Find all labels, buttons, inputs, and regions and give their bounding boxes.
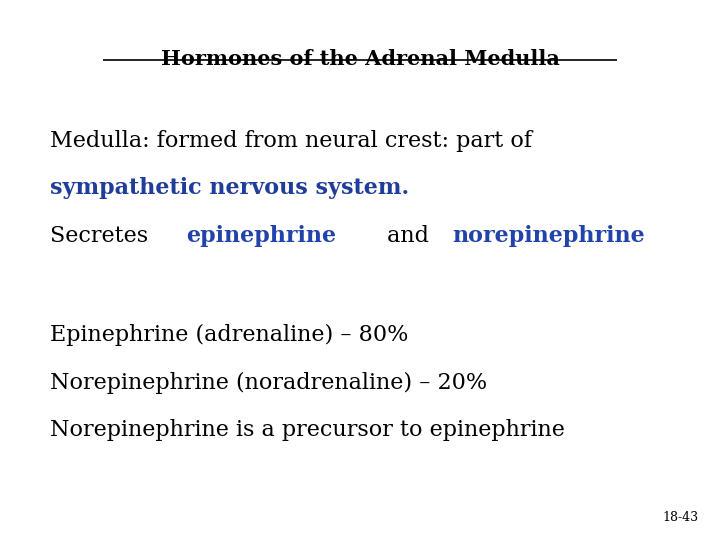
Text: and: and bbox=[380, 225, 436, 247]
Text: Norepinephrine is a precursor to epinephrine: Norepinephrine is a precursor to epineph… bbox=[50, 419, 565, 441]
Text: sympathetic nervous system.: sympathetic nervous system. bbox=[50, 177, 410, 199]
Text: Hormones of the Adrenal Medulla: Hormones of the Adrenal Medulla bbox=[161, 49, 559, 69]
Text: 18-43: 18-43 bbox=[662, 511, 698, 524]
Text: Medulla: formed from neural crest: part of: Medulla: formed from neural crest: part … bbox=[50, 130, 532, 152]
Text: norepinephrine: norepinephrine bbox=[452, 225, 645, 247]
Text: Secretes: Secretes bbox=[50, 225, 156, 247]
Text: epinephrine: epinephrine bbox=[186, 225, 336, 247]
Text: Epinephrine (adrenaline) – 80%: Epinephrine (adrenaline) – 80% bbox=[50, 324, 409, 346]
Text: Norepinephrine (noradrenaline) – 20%: Norepinephrine (noradrenaline) – 20% bbox=[50, 372, 487, 394]
